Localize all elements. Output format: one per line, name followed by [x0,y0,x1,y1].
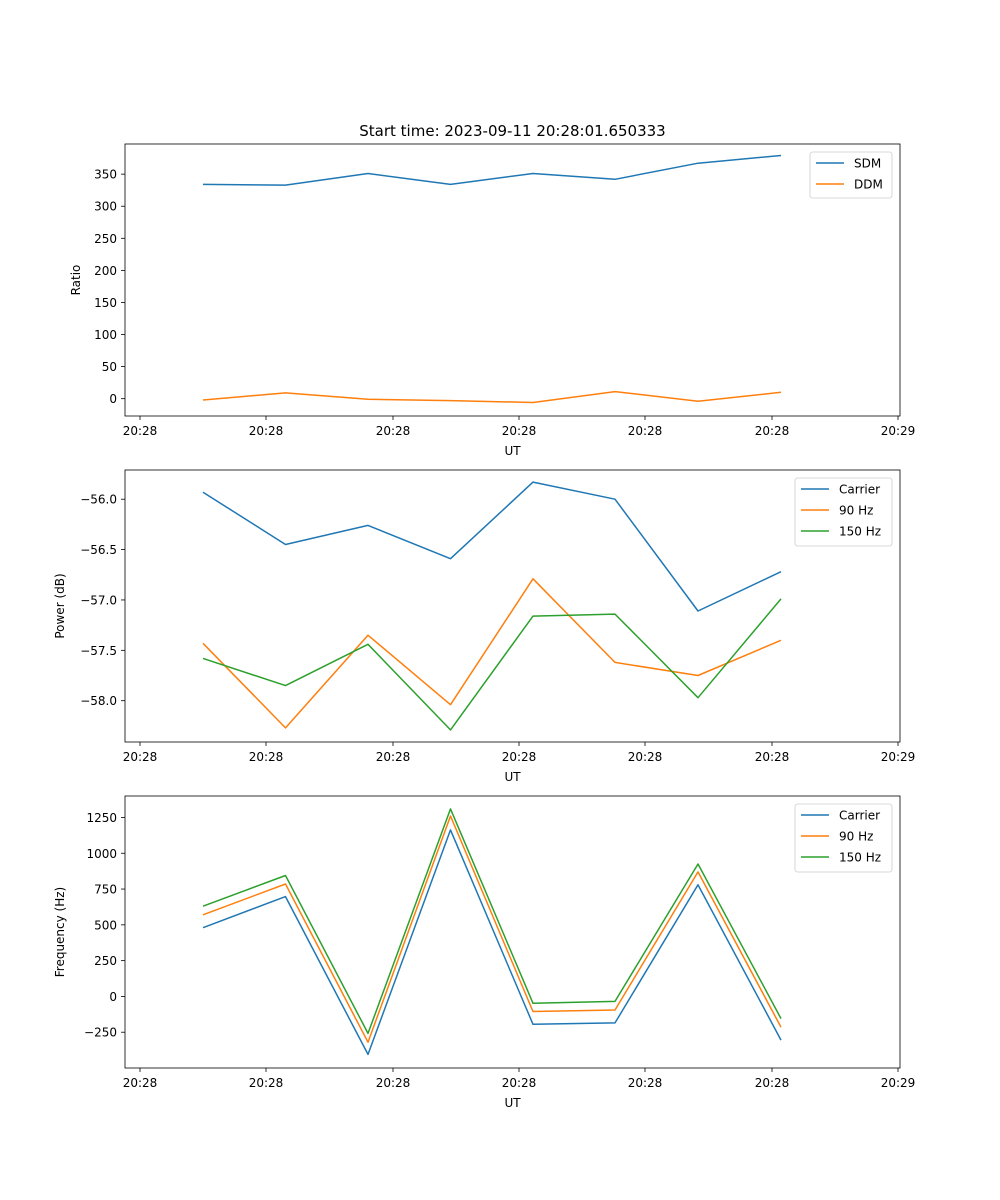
legend-label: Carrier [839,483,880,497]
series-line-150-hz [202,808,782,1035]
x-tick-label: 20:28 [123,424,158,438]
legend-label: 90 Hz [839,830,873,844]
x-tick-label: 20:28 [249,1076,284,1090]
y-tick-label: 750 [94,883,117,897]
y-tick-label: −57.5 [80,644,117,658]
subplot-1: Start time: 2023-09-11 20:28:01.650333 20… [69,122,915,458]
x-tick-label: 20:28 [376,750,411,764]
x-tick-label: 20:28 [123,1076,158,1090]
legend-label: SDM [854,157,881,171]
x-tick-label: 20:28 [628,750,663,764]
y-axis-label: Frequency (Hz) [53,887,67,978]
series-line-150-hz [202,598,782,731]
series-line-ddm [202,390,782,404]
x-tick-label: 20:28 [249,424,284,438]
x-tick-label: 20:28 [755,750,790,764]
y-tick-label: 250 [94,232,117,246]
legend: Carrier 90 Hz 150 Hz [794,803,893,873]
x-tick-label: 20:28 [755,424,790,438]
legend: SDM DDM [809,151,893,199]
legend-label: 150 Hz [839,851,881,865]
x-tick-label: 20:28 [628,424,663,438]
x-tick-label: 20:28 [376,424,411,438]
y-tick-label: 50 [102,360,117,374]
legend-label: 150 Hz [839,525,881,539]
x-tick-label: 20:28 [502,1076,537,1090]
y-tick-label: 0 [109,392,117,406]
x-tick-label: 20:29 [881,1076,916,1090]
y-tick-label: 1250 [86,811,117,825]
y-tick-label: −56.0 [80,493,117,507]
y-axis-label: Ratio [69,265,83,296]
legend-box [794,477,893,547]
y-tick-label: −250 [84,1026,117,1040]
subplot-3: 20:28 20:28 20:28 20:28 20:28 20:28 20:29 UT 125… [53,795,916,1110]
y-tick-label: 200 [94,264,117,278]
x-tick-label: 20:28 [249,750,284,764]
x-axis-label: UT [504,1096,521,1110]
axes-frame [124,795,901,1069]
series-line-90-hz [202,815,782,1043]
y-tick-label: 100 [94,328,117,342]
y-tick-label: −57.0 [80,593,117,607]
legend: Carrier 90 Hz 150 Hz [794,477,893,547]
legend-label: DDM [854,178,883,192]
y-tick-label: 300 [94,200,117,214]
series-line-sdm [202,154,782,186]
series-line-carrier [202,481,782,612]
legend-label: 90 Hz [839,504,873,518]
y-tick-label: 1000 [86,847,117,861]
y-tick-label: 500 [94,918,117,932]
x-tick-label: 20:29 [881,424,916,438]
y-axis-label: Power (dB) [53,573,67,638]
y-tick-label: 150 [94,296,117,310]
y-tick-label: −56.5 [80,543,117,557]
x-axis-label: UT [504,770,521,784]
axes-frame [124,469,901,743]
x-tick-label: 20:28 [628,1076,663,1090]
x-axis-label: UT [504,444,521,458]
series-line-90-hz [202,578,782,729]
legend-label: Carrier [839,809,880,823]
x-tick-label: 20:29 [881,750,916,764]
legend-box [794,803,893,873]
y-tick-label: 350 [94,168,117,182]
subplot-2: 20:28 20:28 20:28 20:28 20:28 20:28 20:29 UT −56… [53,469,916,784]
x-tick-label: 20:28 [502,424,537,438]
y-tick-label: 250 [94,954,117,968]
x-tick-label: 20:28 [502,750,537,764]
series-line-carrier [202,829,782,1056]
x-tick-label: 20:28 [123,750,158,764]
y-tick-label: −58.0 [80,694,117,708]
axes-frame [124,143,901,417]
chart-title: Start time: 2023-09-11 20:28:01.650333 [359,122,665,140]
x-tick-label: 20:28 [755,1076,790,1090]
y-tick-label: 0 [109,990,117,1004]
x-tick-label: 20:28 [376,1076,411,1090]
